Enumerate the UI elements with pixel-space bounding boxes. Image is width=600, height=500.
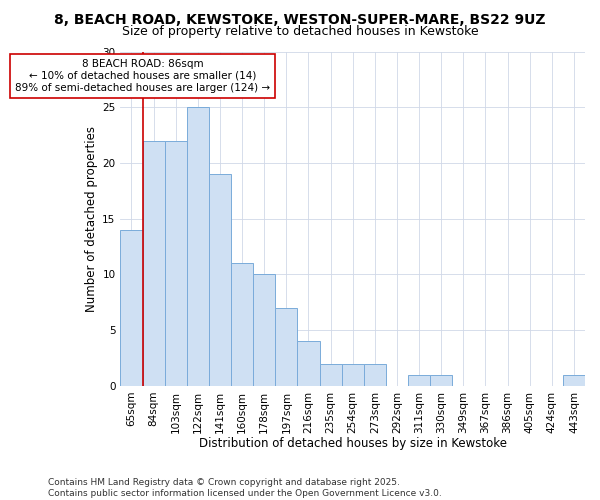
Text: Contains HM Land Registry data © Crown copyright and database right 2025.
Contai: Contains HM Land Registry data © Crown c…: [48, 478, 442, 498]
Bar: [364, 364, 386, 386]
Bar: [298, 342, 320, 386]
Bar: [187, 107, 209, 386]
Bar: [275, 308, 298, 386]
Text: Size of property relative to detached houses in Kewstoke: Size of property relative to detached ho…: [122, 25, 478, 38]
Text: 8, BEACH ROAD, KEWSTOKE, WESTON-SUPER-MARE, BS22 9UZ: 8, BEACH ROAD, KEWSTOKE, WESTON-SUPER-MA…: [54, 12, 546, 26]
Bar: [231, 264, 253, 386]
Bar: [143, 140, 164, 386]
Bar: [209, 174, 231, 386]
Text: 8 BEACH ROAD: 86sqm
← 10% of detached houses are smaller (14)
89% of semi-detach: 8 BEACH ROAD: 86sqm ← 10% of detached ho…: [15, 60, 270, 92]
Bar: [121, 230, 143, 386]
Bar: [563, 374, 585, 386]
Bar: [320, 364, 341, 386]
Y-axis label: Number of detached properties: Number of detached properties: [85, 126, 98, 312]
Bar: [341, 364, 364, 386]
Bar: [253, 274, 275, 386]
Bar: [164, 140, 187, 386]
X-axis label: Distribution of detached houses by size in Kewstoke: Distribution of detached houses by size …: [199, 437, 507, 450]
Bar: [408, 374, 430, 386]
Bar: [430, 374, 452, 386]
